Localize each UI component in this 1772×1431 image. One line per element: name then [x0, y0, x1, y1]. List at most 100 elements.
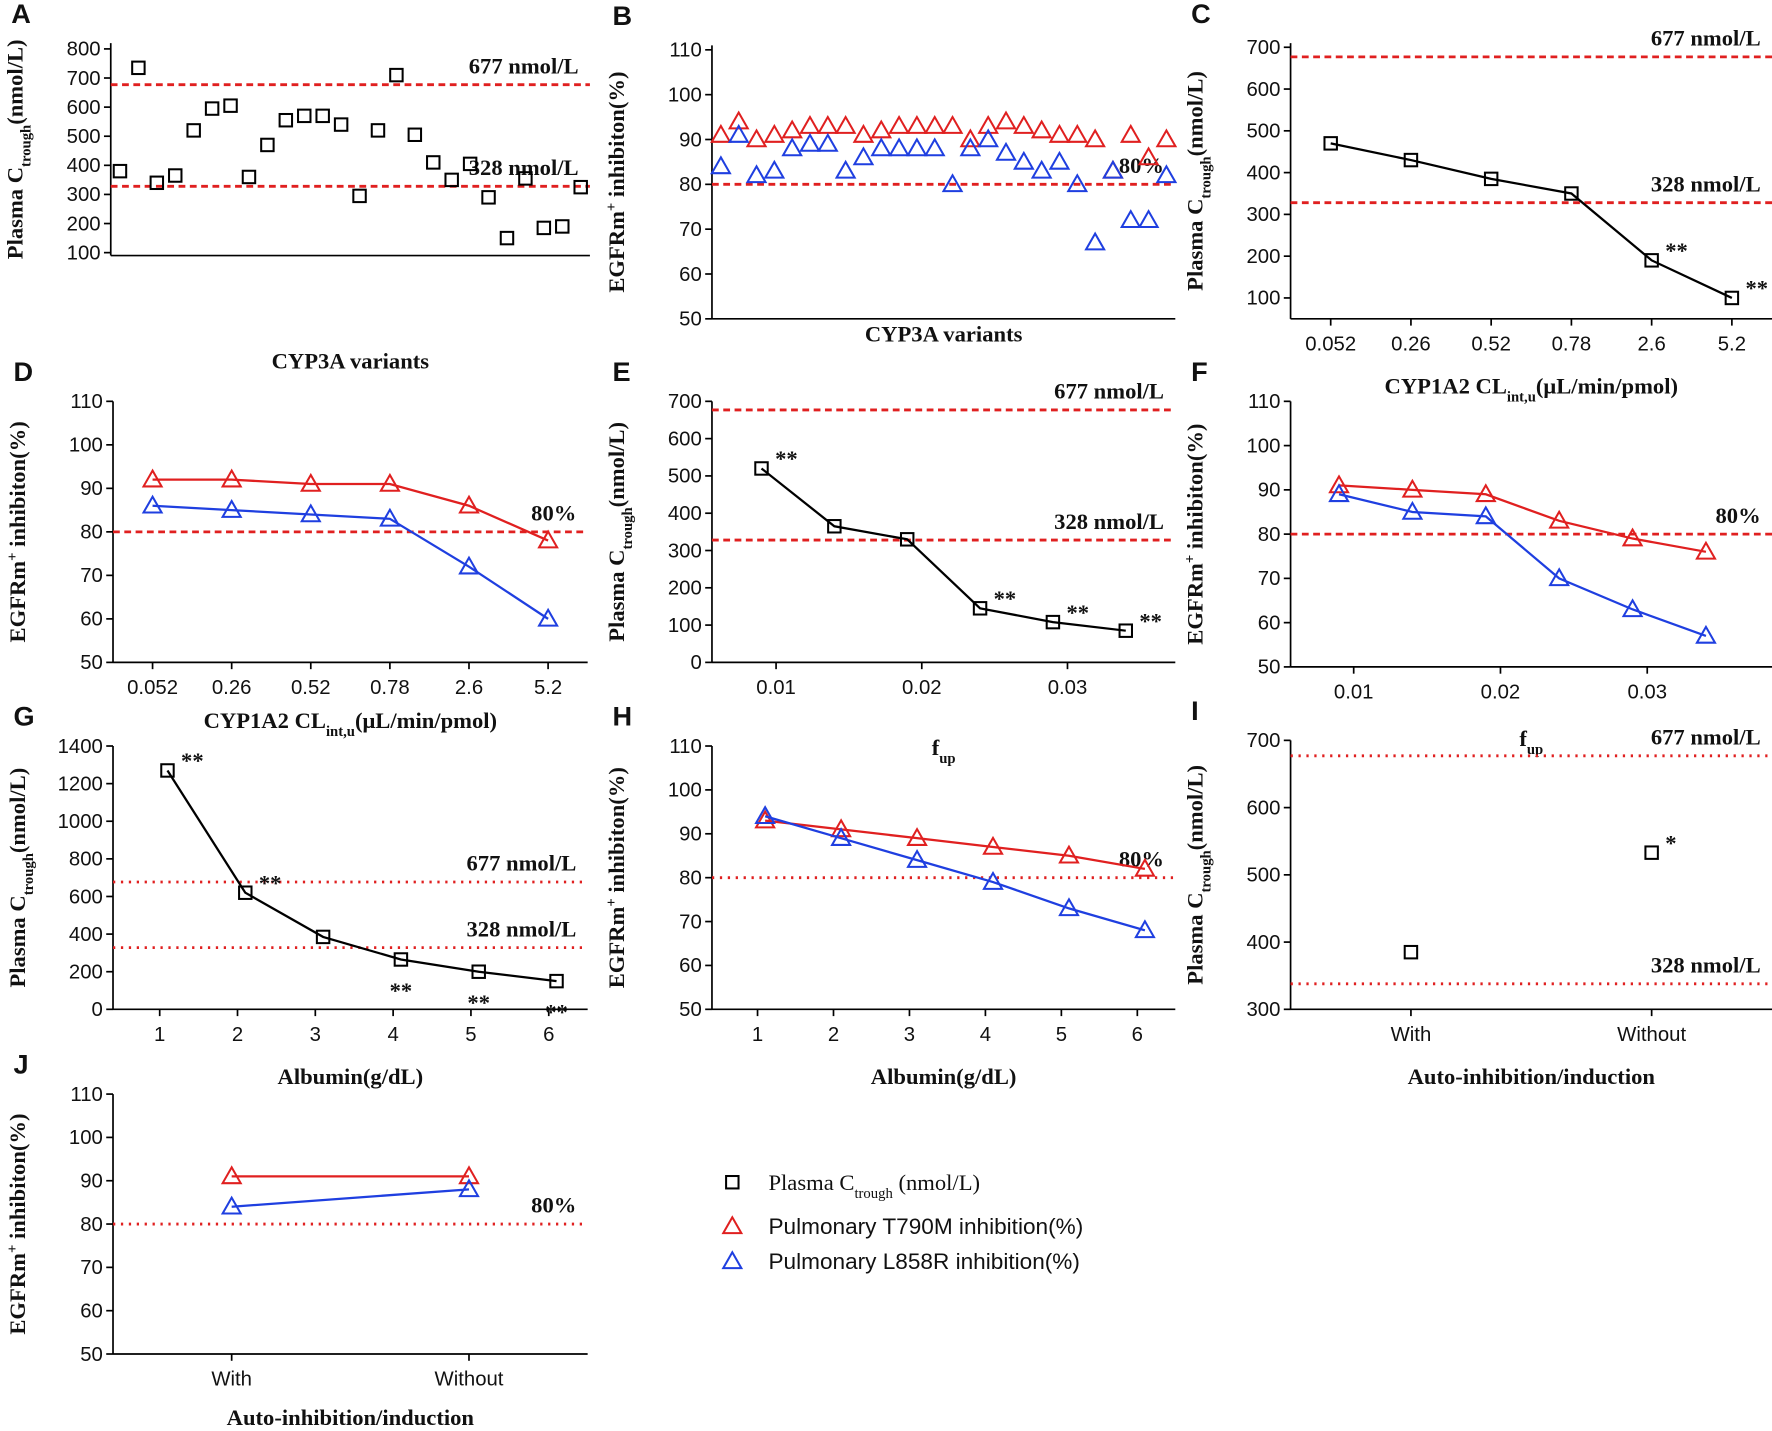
triangle-marker: [1048, 123, 1071, 143]
triangle-marker: [1013, 114, 1035, 134]
y-axis-label-part: Plasma C: [604, 549, 629, 641]
series-line: [1338, 484, 1707, 553]
x-tick-label: 0.02: [1481, 682, 1521, 704]
reference-label: 328 nmol/L: [1054, 509, 1164, 534]
series-line: [760, 467, 1126, 632]
y-tick-label: 1200: [58, 773, 103, 795]
reference-label: 677 nmol/L: [469, 53, 579, 78]
x-tick-label: 0.78: [370, 677, 410, 699]
significance-label: **: [467, 990, 490, 1015]
square-marker: [238, 885, 253, 900]
reference-label: 328 nmol/L: [469, 155, 579, 180]
triangle-marker: [721, 1250, 744, 1270]
triangle-marker: [982, 835, 1004, 855]
square-marker: [241, 169, 257, 185]
y-tick-label: 80: [80, 522, 103, 544]
y-tick-label: 0: [690, 652, 701, 674]
x-axis-label-part: up: [1527, 742, 1543, 758]
y-tick-label: 700: [1246, 37, 1280, 59]
reference-label: 328 nmol/L: [1651, 171, 1761, 196]
x-tick-label: 0.01: [756, 677, 796, 699]
y-tick-label: 100: [69, 1127, 103, 1149]
y-axis-label-part: +: [604, 898, 620, 906]
significance-label: **: [1665, 238, 1688, 263]
y-tick-label: 110: [1248, 391, 1280, 413]
square-marker: [315, 108, 330, 124]
triangle-marker: [834, 114, 857, 134]
series-line: [765, 819, 1146, 871]
triangle-marker: [982, 870, 1004, 890]
significance-label: *: [1665, 830, 1676, 855]
x-tick-label: 1: [154, 1024, 165, 1046]
x-tick-label: 6: [543, 1024, 554, 1046]
triangle-marker: [923, 137, 946, 157]
triangle-marker: [799, 132, 821, 152]
triangle-marker: [299, 503, 322, 523]
triangle-marker: [1401, 478, 1424, 498]
y-axis-label-part: EGFRm: [1182, 563, 1207, 645]
triangle-marker: [379, 472, 401, 492]
triangle-marker: [1058, 897, 1080, 917]
y-tick-label: 300: [67, 184, 101, 206]
square-marker: [160, 763, 175, 778]
y-axis-label-part: inhibiton(%): [5, 1113, 30, 1244]
square-marker: [1323, 136, 1338, 151]
significance-label: **: [1745, 276, 1768, 301]
triangle-marker: [299, 472, 322, 492]
x-tick-label: 0.052: [1305, 333, 1356, 355]
x-tick-label: Without: [1617, 1024, 1686, 1046]
y-axis-label-part: trough: [19, 125, 35, 167]
y-axis-label-part: inhibiton(%): [604, 71, 629, 202]
triangle-marker: [141, 468, 164, 488]
y-tick-label: 700: [67, 68, 101, 90]
reference-label: 677 nmol/L: [1651, 26, 1761, 51]
y-tick-label: 100: [69, 435, 103, 457]
triangle-marker: [830, 827, 852, 846]
y-axis-label-part: (nmol/L): [3, 39, 28, 124]
triangle-marker: [1155, 128, 1178, 148]
y-axis-label-part: EGFRm: [5, 1253, 30, 1335]
y-tick-label: 700: [1246, 730, 1280, 752]
square-marker: [278, 112, 294, 128]
triangle-marker: [781, 119, 803, 139]
x-axis-label-part: int,u: [326, 724, 355, 740]
y-tick-label: 400: [1246, 932, 1280, 954]
square-marker: [827, 519, 842, 534]
y-axis-label-part: trough: [1198, 850, 1214, 892]
y-axis-label-part: EGFRm: [604, 211, 629, 293]
triangle-marker: [852, 123, 875, 143]
square-marker: [315, 929, 331, 945]
y-tick-label: 60: [80, 609, 103, 631]
y-tick-label: 600: [67, 97, 101, 119]
triangle-marker: [727, 123, 750, 143]
significance-label: **: [545, 1000, 568, 1025]
series-line: [152, 478, 549, 542]
y-tick-label: 100: [67, 242, 101, 264]
triangle-marker: [941, 114, 964, 134]
x-tick-label: 2: [828, 1024, 839, 1046]
triangle-marker: [1137, 146, 1160, 166]
reference-label: 80%: [1716, 503, 1761, 528]
y-tick-label: 80: [679, 867, 702, 889]
y-tick-label: 600: [668, 428, 702, 450]
x-tick-label: 0.01: [1334, 682, 1374, 704]
x-tick-label: 0.03: [1627, 682, 1667, 704]
triangle-marker: [1030, 119, 1053, 139]
triangle-marker: [888, 137, 910, 157]
x-tick-label: 3: [904, 1024, 915, 1046]
y-tick-label: 50: [1258, 657, 1281, 679]
triangle-marker: [1328, 474, 1350, 494]
triangle-marker: [888, 114, 910, 134]
x-axis-label: CYP3A variants: [272, 349, 430, 374]
significance-label: **: [775, 446, 798, 471]
y-tick-label: 600: [1246, 797, 1280, 819]
square-marker: [393, 952, 409, 967]
y-tick-label: 200: [67, 213, 101, 235]
y-axis-label: Plasma Ctrough(nmol/L): [1182, 765, 1214, 985]
triangle-marker: [1621, 527, 1644, 547]
x-tick-label: 2.6: [1638, 333, 1666, 355]
y-tick-label: 100: [668, 780, 702, 802]
triangle-marker: [745, 128, 768, 148]
legend-label: Pulmonary T790M inhibition(%): [768, 1214, 1083, 1239]
x-axis-label-part: f: [932, 735, 940, 760]
